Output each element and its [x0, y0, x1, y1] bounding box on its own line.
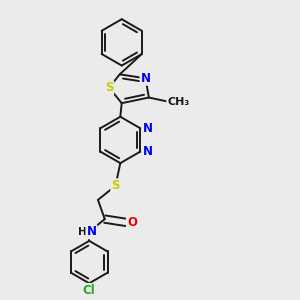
Text: O: O — [127, 216, 137, 229]
Text: N: N — [140, 72, 151, 85]
Text: N: N — [142, 122, 152, 135]
Text: N: N — [86, 225, 97, 238]
Text: S: S — [105, 81, 113, 94]
Text: Cl: Cl — [83, 284, 96, 297]
Text: S: S — [111, 179, 120, 192]
Text: CH₃: CH₃ — [167, 97, 189, 107]
Text: N: N — [142, 145, 152, 158]
Text: H: H — [78, 227, 86, 237]
